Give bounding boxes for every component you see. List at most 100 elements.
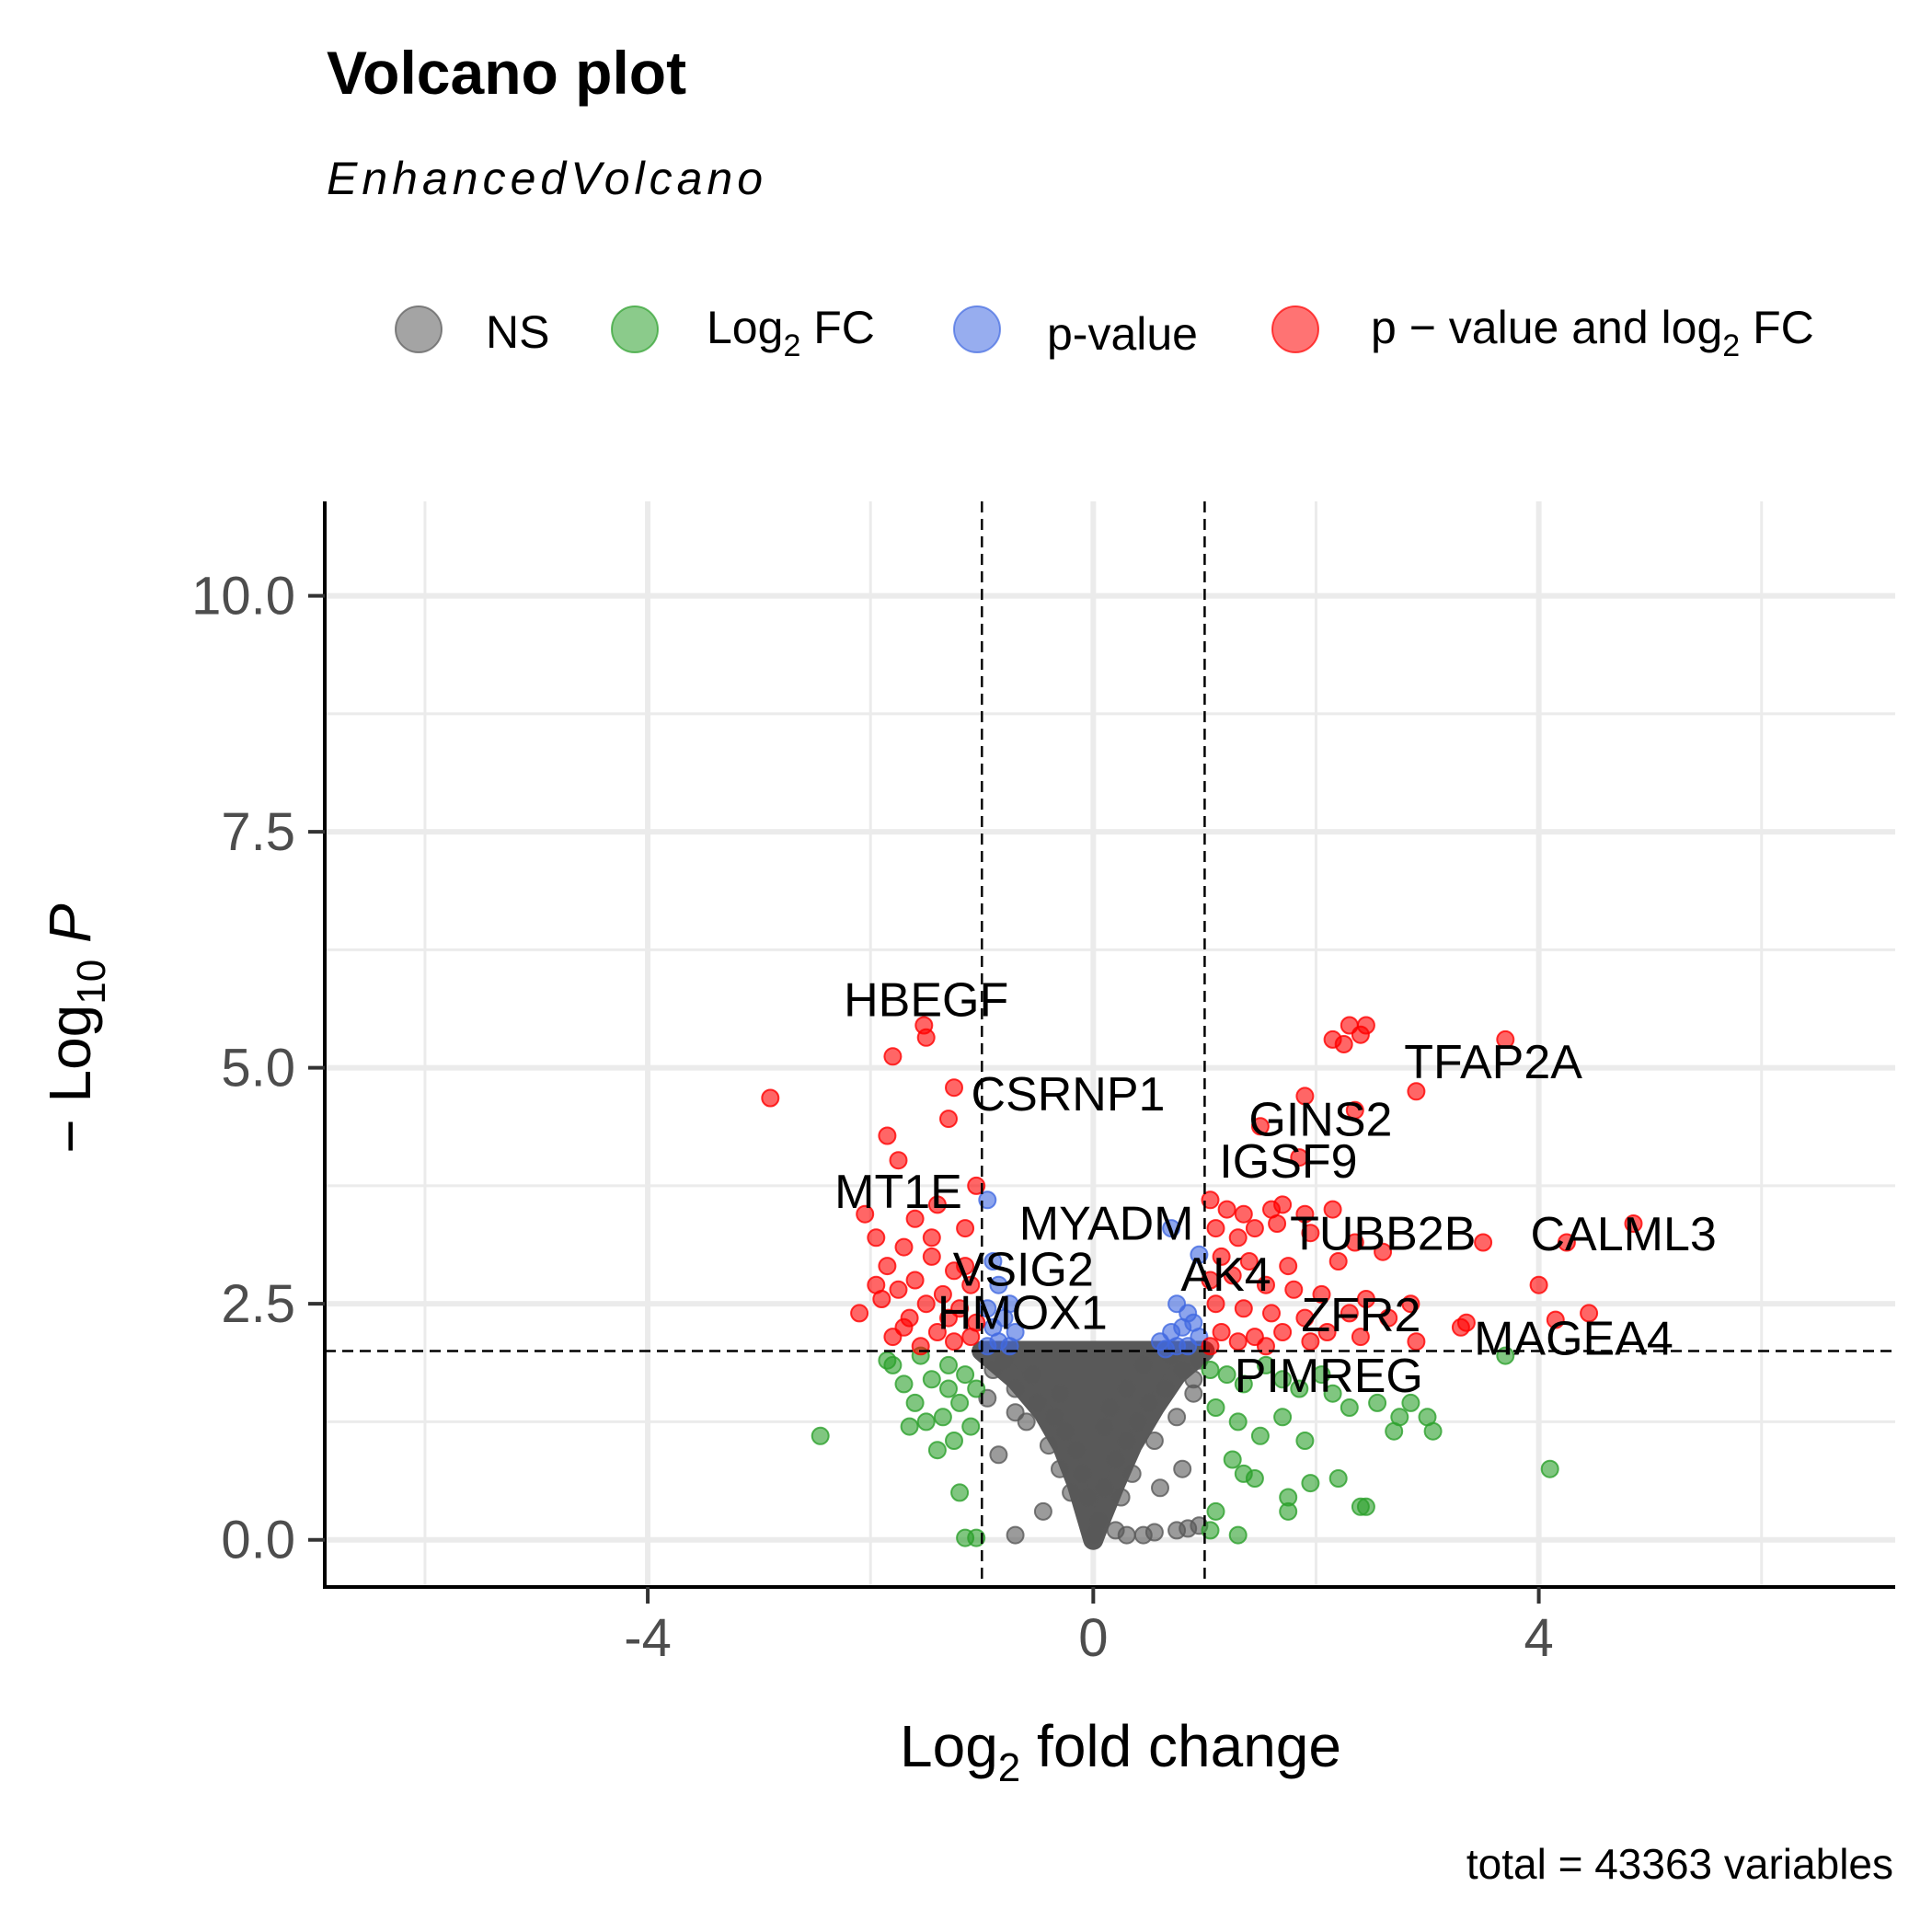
data-point	[1067, 1441, 1087, 1460]
data-point	[1128, 1412, 1147, 1432]
data-point	[1474, 1233, 1493, 1252]
gene-label-vsig2: VSIG2	[953, 1244, 1094, 1297]
data-point	[1295, 1308, 1315, 1328]
data-point	[961, 1275, 981, 1294]
data-point	[1039, 1436, 1058, 1455]
data-point	[945, 1078, 963, 1098]
data-point	[1201, 1361, 1220, 1379]
data-point	[1239, 1252, 1259, 1271]
data-point	[1257, 1275, 1275, 1294]
data-point	[1078, 1488, 1098, 1507]
gene-label-csrnp1: CSRNP1	[972, 1068, 1166, 1121]
data-point	[883, 1047, 903, 1066]
data-point	[1351, 1328, 1370, 1347]
data-point	[1351, 1497, 1370, 1516]
data-point	[1117, 1525, 1136, 1545]
data-point	[1139, 1393, 1158, 1412]
data-point	[1351, 1025, 1370, 1044]
data-point	[1368, 1393, 1387, 1412]
data-point	[1184, 1370, 1203, 1389]
data-point	[1273, 1323, 1293, 1341]
gene-label-hbegf: HBEGF	[844, 974, 1008, 1028]
data-point	[922, 1228, 941, 1248]
data-point	[978, 1190, 997, 1210]
data-point	[1407, 1332, 1426, 1351]
data-point	[1624, 1214, 1643, 1233]
data-point	[1423, 1421, 1443, 1441]
data-point	[956, 1219, 975, 1238]
gene-label-ak4: AK4	[1180, 1248, 1271, 1302]
data-point	[1133, 1355, 1153, 1374]
data-point	[1580, 1304, 1599, 1323]
data-point	[1268, 1214, 1287, 1233]
data-point	[1144, 1432, 1164, 1450]
data-point	[1295, 1204, 1315, 1224]
data-point	[1284, 1280, 1304, 1299]
x-tick-label: 0	[1078, 1608, 1108, 1668]
data-point	[1234, 1374, 1253, 1394]
y-tick-label: 10.0	[191, 567, 295, 627]
data-points	[761, 1016, 1643, 1547]
data-point	[878, 1126, 897, 1145]
data-point	[1217, 1200, 1236, 1219]
data-point	[1073, 1464, 1092, 1483]
data-point	[1385, 1421, 1404, 1441]
y-tick-label: 2.5	[221, 1274, 295, 1334]
data-point	[1151, 1478, 1169, 1498]
gene-label-zfr2: ZFR2	[1301, 1289, 1420, 1342]
y-tick-label: 5.0	[221, 1039, 295, 1098]
data-point	[1295, 1087, 1315, 1106]
data-point	[945, 1432, 963, 1450]
data-point	[1212, 1323, 1231, 1341]
data-point	[939, 1379, 958, 1398]
data-point	[1340, 1304, 1359, 1323]
data-point	[1033, 1501, 1052, 1521]
chart-title: Volcano plot	[327, 39, 686, 107]
legend-label-pvalue: p-value	[1047, 308, 1198, 360]
data-point	[1100, 1398, 1120, 1417]
caption: total = 43363 variables	[1466, 1840, 1893, 1888]
data-point	[1095, 1417, 1114, 1436]
y-tick-label: 0.0	[221, 1511, 295, 1570]
data-point	[956, 1365, 975, 1385]
data-point	[1206, 1294, 1225, 1314]
data-point	[1234, 1204, 1253, 1224]
data-point	[1190, 1245, 1209, 1264]
data-point	[978, 1299, 997, 1318]
data-point	[1228, 1412, 1248, 1432]
data-point	[878, 1257, 897, 1276]
data-point	[1223, 1266, 1242, 1285]
data-point	[950, 1483, 970, 1502]
data-point	[1062, 1483, 1081, 1502]
data-point	[1206, 1219, 1225, 1238]
data-point	[905, 1393, 925, 1412]
data-point	[1273, 1370, 1293, 1389]
data-point	[939, 1355, 958, 1374]
data-point	[1328, 1252, 1348, 1271]
data-point	[1111, 1488, 1131, 1507]
data-point	[933, 1284, 952, 1304]
data-point	[939, 1110, 958, 1129]
data-point	[1301, 1224, 1320, 1243]
data-point	[1173, 1459, 1192, 1478]
data-point	[1529, 1275, 1548, 1294]
data-point	[761, 1088, 780, 1108]
data-point	[1295, 1432, 1315, 1450]
data-point	[950, 1393, 970, 1412]
data-point	[1117, 1432, 1136, 1450]
data-point	[867, 1228, 886, 1248]
data-point	[927, 1195, 947, 1214]
data-point	[989, 1445, 1008, 1465]
gene-label-calml3: CALML3	[1531, 1208, 1717, 1261]
data-point	[1106, 1450, 1125, 1469]
legend-label-log2fc: Log2 FC	[707, 302, 875, 363]
data-point	[1156, 1379, 1175, 1398]
gene-label-myadm: MYADM	[1019, 1197, 1194, 1250]
data-point	[1006, 1525, 1025, 1545]
data-point	[1022, 1365, 1041, 1385]
data-point	[1317, 1323, 1337, 1341]
data-point	[967, 1379, 986, 1398]
data-point	[927, 1323, 947, 1341]
